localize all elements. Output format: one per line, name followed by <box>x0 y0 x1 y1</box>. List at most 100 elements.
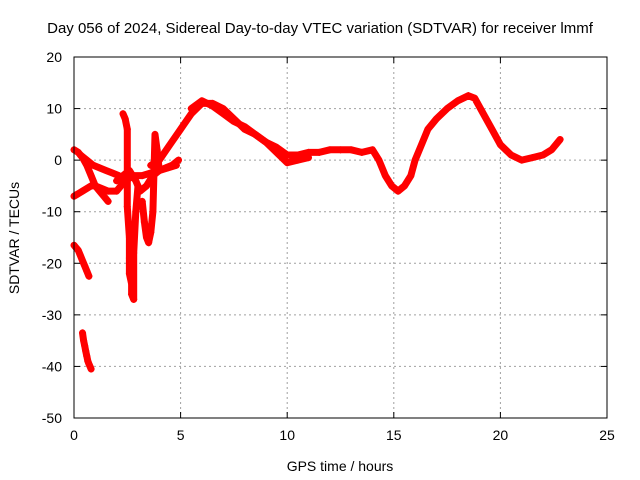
data-point <box>102 166 110 174</box>
data-point <box>89 161 97 169</box>
data-point <box>142 234 150 241</box>
data-point <box>162 164 170 172</box>
data-point <box>83 156 91 164</box>
data-point <box>113 177 121 185</box>
data-point <box>548 146 556 154</box>
data-point <box>198 97 206 105</box>
y-tick-label: -30 <box>42 307 62 323</box>
y-tick-label: 10 <box>46 101 62 117</box>
data-point <box>305 154 313 162</box>
data-point <box>145 239 153 247</box>
data-point <box>142 182 150 190</box>
data-point <box>119 172 127 180</box>
data-point <box>347 146 355 154</box>
data-point <box>128 280 136 288</box>
data-point <box>140 218 148 226</box>
data-point <box>87 172 95 180</box>
data-point <box>125 166 133 174</box>
data-point <box>79 257 87 265</box>
y-tick-label: -10 <box>42 204 62 220</box>
data-point <box>125 270 133 278</box>
data-point <box>187 105 195 113</box>
data-point <box>132 177 140 185</box>
data-point <box>488 125 496 133</box>
data-point <box>83 267 91 275</box>
data-point <box>138 172 146 180</box>
data-point <box>432 115 440 123</box>
data-point <box>556 136 564 144</box>
x-tick-label: 20 <box>493 427 509 443</box>
data-point <box>443 105 451 113</box>
data-point <box>496 141 504 149</box>
x-tick-label: 25 <box>599 427 615 443</box>
x-tick-labels: 0 5 10 15 20 25 <box>70 427 615 443</box>
data-point <box>125 254 133 262</box>
data-point <box>283 151 291 159</box>
data-point <box>454 97 462 105</box>
data-point <box>119 110 127 118</box>
data-point <box>381 172 389 180</box>
y-tick-labels: -50 -40 -30 -20 -10 0 10 20 <box>42 49 62 426</box>
axis-ticks <box>73 56 608 419</box>
data-points <box>70 92 564 373</box>
data-point <box>507 151 515 159</box>
data-point <box>464 92 472 100</box>
data-point <box>368 146 376 154</box>
data-point <box>375 156 383 164</box>
data-point <box>241 123 249 131</box>
data-point <box>96 164 104 172</box>
data-point <box>121 115 129 123</box>
data-point <box>283 159 291 167</box>
chart-title: Day 056 of 2024, Sidereal Day-to-day VTE… <box>47 20 594 37</box>
y-tick-label: -50 <box>42 410 62 426</box>
data-point <box>209 102 217 110</box>
data-point <box>388 182 396 190</box>
x-tick-label: 5 <box>177 427 185 443</box>
data-point <box>294 156 302 164</box>
data-point <box>104 187 112 195</box>
data-point <box>168 161 176 169</box>
data-point <box>81 342 89 350</box>
x-tick-label: 0 <box>70 427 78 443</box>
data-point <box>79 187 87 195</box>
data-point <box>81 262 89 270</box>
data-point <box>132 208 140 216</box>
data-point <box>251 130 259 138</box>
data-point <box>230 117 238 125</box>
data-point <box>79 329 87 337</box>
data-point <box>83 185 91 193</box>
data-point <box>100 192 108 200</box>
data-point <box>74 190 82 198</box>
y-tick-label: -40 <box>42 358 62 374</box>
data-point <box>125 234 133 241</box>
data-point <box>155 166 163 174</box>
data-point <box>130 249 138 257</box>
x-tick-label: 15 <box>386 427 402 443</box>
data-point <box>87 365 95 373</box>
y-tick-label: -20 <box>42 255 62 271</box>
data-point <box>149 208 157 216</box>
data-point <box>262 138 270 146</box>
data-point <box>83 352 91 360</box>
data-point <box>104 197 112 205</box>
x-tick-label: 10 <box>279 427 295 443</box>
data-point <box>80 337 88 345</box>
data-point <box>138 197 146 205</box>
data-point <box>136 187 144 195</box>
data-point <box>394 187 402 195</box>
y-axis-label: SDTVAR / TECUs <box>6 182 22 294</box>
data-point <box>315 148 323 156</box>
data-point <box>407 172 415 180</box>
data-point <box>74 246 82 254</box>
data-point <box>337 146 344 154</box>
data-point <box>96 187 104 195</box>
data-point <box>82 347 90 355</box>
data-point <box>273 148 281 156</box>
data-point <box>219 110 227 118</box>
data-point <box>153 146 161 154</box>
data-point <box>130 295 138 303</box>
gridlines <box>74 57 607 418</box>
data-point <box>123 125 131 133</box>
data-point <box>149 172 157 180</box>
